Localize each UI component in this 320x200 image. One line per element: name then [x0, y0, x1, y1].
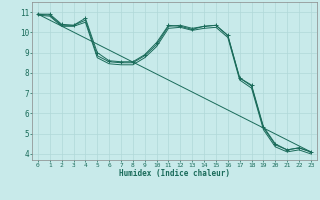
X-axis label: Humidex (Indice chaleur): Humidex (Indice chaleur): [119, 169, 230, 178]
